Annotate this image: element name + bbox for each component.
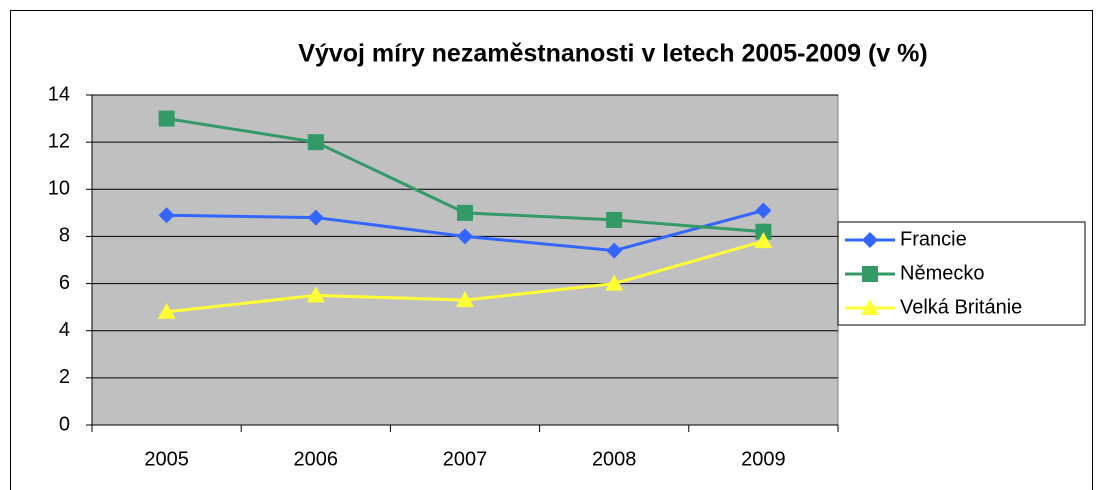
y-tick-label: 2 xyxy=(59,366,70,388)
x-tick-label: 2006 xyxy=(294,448,339,470)
marker xyxy=(307,209,324,226)
marker xyxy=(606,211,623,228)
x-tick-label: 2005 xyxy=(144,448,189,470)
marker xyxy=(862,232,878,248)
x-tick-label: 2009 xyxy=(741,448,786,470)
chart-title: Vývoj míry nezaměstnanosti v letech 2005… xyxy=(298,40,927,68)
marker xyxy=(457,204,473,221)
plot-area xyxy=(91,94,839,426)
marker xyxy=(457,228,473,245)
marker xyxy=(755,223,772,240)
legend-label: Velká Británie xyxy=(900,296,1022,318)
marker xyxy=(861,299,879,315)
marker xyxy=(158,207,175,224)
y-tick-label: 0 xyxy=(59,413,70,435)
legend-label: Francie xyxy=(900,228,967,250)
marker xyxy=(306,286,325,303)
y-tick-label: 6 xyxy=(59,272,70,294)
y-tick-label: 14 xyxy=(48,83,70,105)
x-tick-label: 2007 xyxy=(443,448,488,470)
y-tick-label: 10 xyxy=(48,178,70,200)
marker xyxy=(307,134,324,151)
marker xyxy=(456,291,474,308)
marker xyxy=(755,202,772,219)
y-tick-label: 12 xyxy=(48,130,70,152)
legend-label: Německo xyxy=(900,262,984,284)
marker xyxy=(605,274,624,291)
marker xyxy=(157,302,176,319)
y-tick-label: 4 xyxy=(59,319,70,341)
marker xyxy=(158,110,175,127)
marker xyxy=(862,266,878,282)
marker xyxy=(606,242,623,259)
x-tick-label: 2008 xyxy=(592,448,637,470)
marker xyxy=(754,232,773,249)
y-tick-label: 8 xyxy=(59,225,70,247)
